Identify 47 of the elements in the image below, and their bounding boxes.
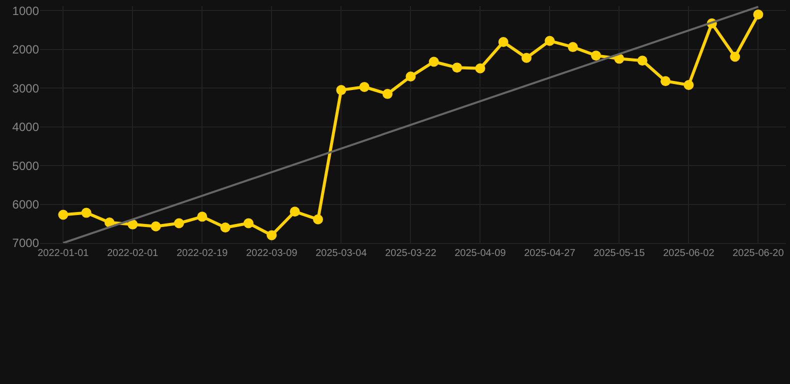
point <box>522 52 532 63</box>
point <box>452 62 462 73</box>
x-tick-label: 2022-02-19 <box>176 248 228 259</box>
y-tick-label: 5000 <box>12 158 40 173</box>
point <box>244 218 254 228</box>
point <box>684 80 694 90</box>
point <box>150 221 161 232</box>
x-tick-label: 2025-06-20 <box>732 248 784 259</box>
x-tick-label: 2022-02-01 <box>107 248 159 259</box>
point <box>266 230 277 240</box>
point <box>220 222 230 233</box>
y-tick-label: 2000 <box>12 42 40 57</box>
point <box>660 76 671 86</box>
point <box>81 208 92 218</box>
x-tick-label: 2025-04-09 <box>454 248 506 259</box>
point <box>128 219 138 230</box>
point <box>475 63 486 74</box>
point <box>290 206 300 217</box>
point <box>382 88 393 99</box>
point <box>498 37 508 48</box>
point <box>313 214 324 224</box>
point <box>406 71 416 82</box>
x-tick-label: 2025-05-15 <box>594 248 646 259</box>
point <box>359 82 370 92</box>
x-tick-label: 2025-04-27 <box>524 248 576 259</box>
y-tick-label: 7000 <box>12 236 40 250</box>
point <box>544 36 555 46</box>
x-tick-label: 2022-03-09 <box>246 248 298 259</box>
x-tick-label: 2025-03-22 <box>385 248 437 259</box>
point <box>568 42 578 52</box>
point <box>174 218 184 228</box>
y-tick-label: 3000 <box>12 81 40 96</box>
point <box>58 210 68 220</box>
point <box>591 50 602 61</box>
point <box>730 52 740 62</box>
point <box>753 10 764 20</box>
x-tick-label: 2025-03-04 <box>316 248 368 259</box>
x-tick-label: 2025-06-02 <box>663 248 715 259</box>
y-tick-label: 1000 <box>12 4 40 18</box>
point <box>428 56 439 67</box>
point <box>104 217 114 228</box>
y-tick-label: 4000 <box>12 120 40 134</box>
point <box>336 85 346 96</box>
point <box>197 212 208 222</box>
x-tick-label: 2022-01-01 <box>38 248 90 259</box>
y-tick-label: 6000 <box>12 197 40 212</box>
point <box>637 56 648 66</box>
